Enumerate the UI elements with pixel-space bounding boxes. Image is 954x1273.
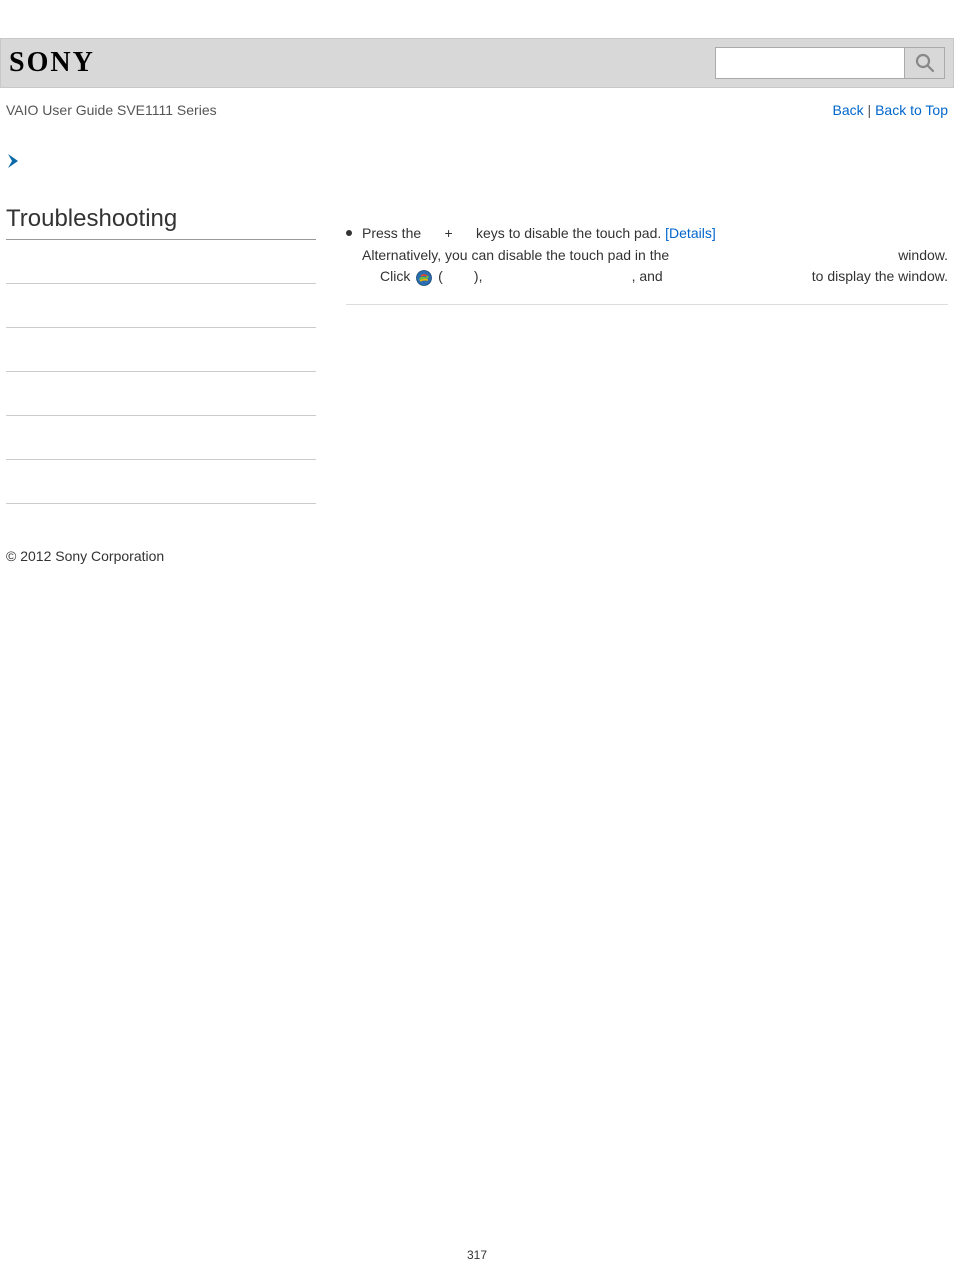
breadcrumb-arrow-row xyxy=(0,120,954,183)
text-fragment: , and xyxy=(632,266,663,288)
sidebar-item[interactable] xyxy=(6,284,316,328)
guide-title: VAIO User Guide SVE1111 Series xyxy=(6,102,217,118)
text-fragment: to display the window. xyxy=(812,266,948,288)
search-input[interactable] xyxy=(715,47,905,79)
sidebar-item[interactable] xyxy=(6,416,316,460)
sidebar-item[interactable] xyxy=(6,328,316,372)
bullet-body: Press the + keys to disable the touch pa… xyxy=(362,223,948,288)
header-bar: SONY xyxy=(0,38,954,88)
text-fragment: Alternatively, you can disable the touch… xyxy=(362,245,669,267)
back-to-top-link[interactable]: Back to Top xyxy=(875,102,948,118)
text-fragment: + xyxy=(444,225,456,241)
sony-logo: SONY xyxy=(9,47,95,79)
footer: © 2012 Sony Corporation xyxy=(0,504,954,564)
copyright-text: © 2012 Sony Corporation xyxy=(6,548,164,564)
details-link[interactable]: [Details] xyxy=(665,225,716,241)
text-fragment: Click ( ), xyxy=(380,266,482,288)
nav-separator: | xyxy=(864,102,875,118)
text-fragment: window. xyxy=(898,245,948,267)
sidebar-title: Troubleshooting xyxy=(6,205,316,240)
sidebar: Troubleshooting xyxy=(6,205,316,504)
page-number: 317 xyxy=(467,1248,487,1262)
main-content: Press the + keys to disable the touch pa… xyxy=(346,205,948,504)
instruction-line-1: Press the + keys to disable the touch pa… xyxy=(362,223,948,245)
search-button[interactable] xyxy=(905,47,945,79)
bullet-item: Press the + keys to disable the touch pa… xyxy=(346,223,948,305)
nav-links: Back | Back to Top xyxy=(833,102,948,118)
sidebar-item[interactable] xyxy=(6,240,316,284)
text-fragment: Click xyxy=(380,268,414,284)
instruction-line-3: Click ( ), xyxy=(362,266,948,288)
sidebar-item[interactable] xyxy=(6,372,316,416)
search-icon xyxy=(915,53,935,73)
start-orb-icon xyxy=(416,270,432,286)
instruction-line-2: Alternatively, you can disable the touch… xyxy=(362,245,948,267)
bullet-dot-icon xyxy=(346,230,352,236)
text-fragment: Press the xyxy=(362,225,425,241)
back-link[interactable]: Back xyxy=(833,102,864,118)
chevron-right-icon[interactable] xyxy=(6,152,26,170)
sidebar-item[interactable] xyxy=(6,460,316,504)
subheader-row: VAIO User Guide SVE1111 Series Back | Ba… xyxy=(0,88,954,120)
search-container xyxy=(715,47,945,79)
text-fragment: ( xyxy=(438,268,447,284)
text-fragment: ), xyxy=(474,268,483,284)
text-fragment: keys to disable the touch pad. xyxy=(476,225,665,241)
content-row: Troubleshooting Press the + keys to disa… xyxy=(0,183,954,504)
